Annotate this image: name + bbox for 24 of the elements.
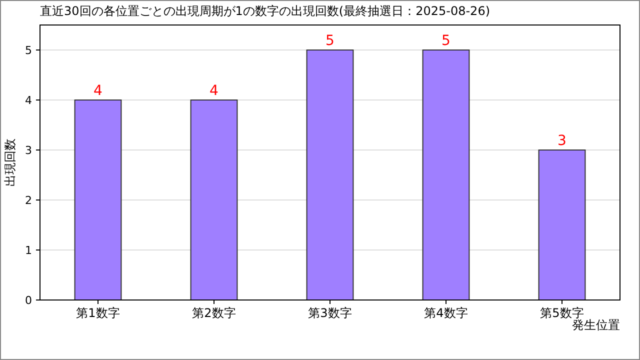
data-label: 4 [94, 83, 103, 99]
x-tick-label: 第2数字 [192, 306, 236, 320]
y-tick-label: 3 [25, 144, 32, 157]
bar [538, 150, 586, 300]
data-label: 5 [326, 33, 334, 49]
x-axis-title: 発生位置 [572, 318, 620, 332]
x-tick-label: 第1数字 [76, 306, 120, 320]
bar [74, 100, 122, 300]
bar [190, 100, 238, 300]
y-tick-label: 0 [25, 294, 32, 307]
chart-title: 直近30回の各位置ごとの出現周期が1の数字の出現回数(最終抽選日：2025-08-26) [40, 4, 490, 18]
x-tick-label: 第3数字 [308, 306, 352, 320]
y-axis-title: 出現回数 [3, 138, 17, 186]
y-tick-label: 1 [25, 244, 32, 257]
data-label: 4 [210, 83, 219, 99]
y-tick-label: 4 [25, 94, 32, 107]
bar [306, 50, 354, 300]
x-tick-label: 第4数字 [424, 306, 468, 320]
y-tick-label: 2 [25, 194, 32, 207]
x-tick-label: 第5数字 [540, 306, 584, 320]
data-label: 5 [442, 33, 450, 49]
y-tick-label: 5 [25, 44, 32, 57]
data-label: 3 [558, 133, 566, 149]
bar [422, 50, 470, 300]
